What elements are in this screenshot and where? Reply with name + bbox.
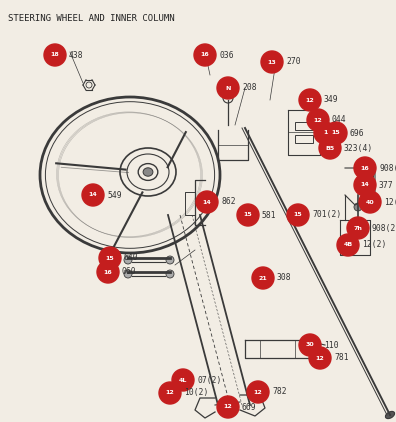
Circle shape bbox=[82, 184, 104, 206]
Text: 07(2): 07(2) bbox=[197, 376, 221, 384]
Circle shape bbox=[354, 157, 376, 179]
Circle shape bbox=[124, 270, 132, 278]
Text: 10(2): 10(2) bbox=[184, 389, 208, 398]
Text: 781: 781 bbox=[334, 354, 348, 362]
Text: B5: B5 bbox=[326, 146, 335, 151]
Circle shape bbox=[287, 204, 309, 226]
Text: 40: 40 bbox=[366, 200, 374, 205]
Text: 110: 110 bbox=[324, 341, 339, 349]
Circle shape bbox=[166, 256, 174, 264]
Text: 14: 14 bbox=[203, 200, 211, 205]
Circle shape bbox=[194, 44, 216, 66]
Text: 15: 15 bbox=[293, 213, 303, 217]
Circle shape bbox=[166, 270, 174, 278]
Circle shape bbox=[261, 51, 283, 73]
Text: 701(2): 701(2) bbox=[312, 211, 341, 219]
Circle shape bbox=[217, 396, 239, 418]
Text: 12: 12 bbox=[314, 117, 322, 122]
Text: 782: 782 bbox=[272, 387, 287, 397]
Text: 13: 13 bbox=[268, 60, 276, 65]
Circle shape bbox=[99, 247, 121, 269]
Circle shape bbox=[159, 382, 181, 404]
Text: 377: 377 bbox=[379, 181, 394, 189]
Circle shape bbox=[124, 256, 132, 264]
Text: 21: 21 bbox=[259, 276, 267, 281]
Circle shape bbox=[354, 174, 376, 196]
Text: 14: 14 bbox=[89, 192, 97, 197]
Text: 036: 036 bbox=[219, 51, 234, 60]
Circle shape bbox=[252, 267, 274, 289]
Text: 12: 12 bbox=[166, 390, 174, 395]
Text: 323(4): 323(4) bbox=[344, 143, 373, 152]
Text: 12(2): 12(2) bbox=[362, 241, 386, 249]
Text: 640: 640 bbox=[124, 254, 139, 262]
Text: 4L: 4L bbox=[179, 378, 187, 382]
Text: 18: 18 bbox=[51, 52, 59, 57]
Text: 581: 581 bbox=[262, 211, 277, 219]
Text: 349: 349 bbox=[324, 95, 339, 105]
Text: 669: 669 bbox=[242, 403, 257, 411]
Text: 308: 308 bbox=[277, 273, 291, 282]
Circle shape bbox=[325, 122, 347, 144]
Circle shape bbox=[314, 122, 336, 144]
Text: 16: 16 bbox=[201, 52, 209, 57]
Text: 12: 12 bbox=[224, 405, 232, 409]
Circle shape bbox=[217, 77, 239, 99]
Text: 12: 12 bbox=[306, 97, 314, 103]
Text: 14: 14 bbox=[361, 182, 369, 187]
Circle shape bbox=[307, 337, 317, 347]
Text: 7h: 7h bbox=[354, 225, 362, 230]
Text: STEERING WHEEL AND INNER COLUMN: STEERING WHEEL AND INNER COLUMN bbox=[8, 14, 175, 23]
Circle shape bbox=[347, 217, 369, 239]
Circle shape bbox=[354, 203, 362, 211]
Circle shape bbox=[223, 403, 233, 413]
Text: 15: 15 bbox=[244, 213, 252, 217]
Text: 044: 044 bbox=[332, 116, 346, 124]
Circle shape bbox=[307, 109, 329, 131]
Circle shape bbox=[359, 191, 381, 213]
Bar bbox=[295, 135, 313, 143]
Circle shape bbox=[337, 234, 359, 256]
Ellipse shape bbox=[385, 411, 394, 419]
Ellipse shape bbox=[143, 168, 153, 176]
Text: 908(2): 908(2) bbox=[372, 224, 396, 233]
Text: N: N bbox=[225, 86, 231, 90]
Text: 549: 549 bbox=[107, 190, 122, 200]
Text: 208: 208 bbox=[242, 84, 257, 92]
Text: 060: 060 bbox=[122, 268, 137, 276]
Circle shape bbox=[97, 261, 119, 283]
Text: 16: 16 bbox=[361, 165, 369, 170]
Text: 908(2): 908(2) bbox=[379, 163, 396, 173]
Bar bbox=[295, 122, 313, 130]
Text: 30: 30 bbox=[306, 343, 314, 347]
Text: 1: 1 bbox=[323, 130, 327, 135]
Text: 15: 15 bbox=[331, 130, 341, 135]
Circle shape bbox=[172, 369, 194, 391]
Text: 438: 438 bbox=[69, 51, 84, 60]
Text: 862: 862 bbox=[221, 197, 236, 206]
Text: 4B: 4B bbox=[343, 243, 352, 247]
Circle shape bbox=[237, 204, 259, 226]
Circle shape bbox=[247, 381, 269, 403]
Text: 12: 12 bbox=[316, 355, 324, 360]
Circle shape bbox=[299, 334, 321, 356]
Text: 16: 16 bbox=[104, 270, 112, 274]
Circle shape bbox=[309, 347, 331, 369]
Circle shape bbox=[44, 44, 66, 66]
Text: 270: 270 bbox=[286, 57, 301, 67]
Circle shape bbox=[196, 191, 218, 213]
Circle shape bbox=[319, 137, 341, 159]
Text: 12(2): 12(2) bbox=[384, 197, 396, 206]
Text: 696: 696 bbox=[350, 129, 365, 138]
Text: 15: 15 bbox=[106, 255, 114, 260]
Circle shape bbox=[299, 89, 321, 111]
Text: 12: 12 bbox=[253, 390, 263, 395]
